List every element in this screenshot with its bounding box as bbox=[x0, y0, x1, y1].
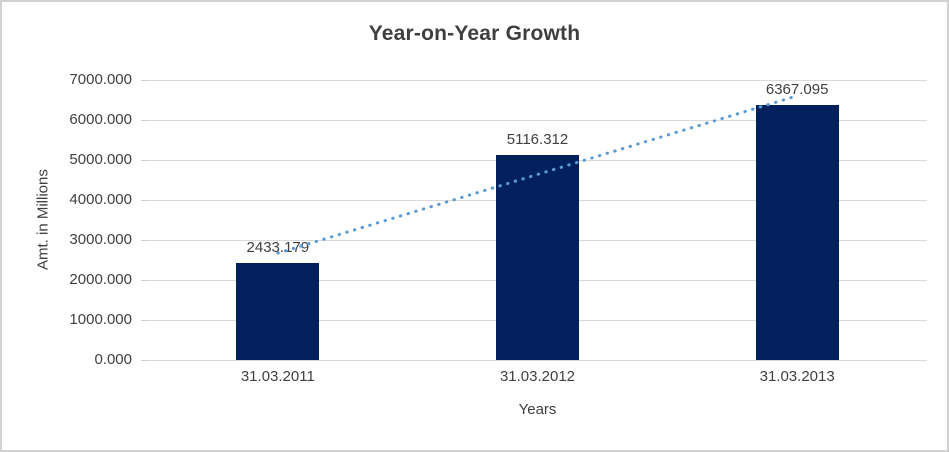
data-label: 6367.095 bbox=[765, 81, 829, 99]
x-axis-tick-label: 31.03.2013 bbox=[759, 368, 835, 385]
y-axis-tick bbox=[141, 199, 148, 201]
gridline bbox=[148, 359, 927, 361]
gridline bbox=[148, 79, 927, 81]
x-axis-title: Years bbox=[518, 401, 557, 418]
y-axis-tick-label: 5000.000 bbox=[69, 151, 132, 168]
bar-31.03.2013 bbox=[755, 105, 839, 360]
data-label: 5116.312 bbox=[506, 131, 569, 149]
y-axis-tick-label: 1000.000 bbox=[69, 311, 132, 328]
x-axis-tick-label: 31.03.2012 bbox=[499, 368, 576, 385]
y-axis-tick-labels: 0.000 1000.000 2000.000 3000.000 4000.000 500… bbox=[2, 71, 132, 368]
y-axis-tick-label: 0.000 bbox=[94, 351, 132, 368]
y-axis-tick bbox=[141, 79, 148, 81]
x-axis-tick-label: 31.03.2011 bbox=[240, 368, 315, 385]
y-axis-tick bbox=[141, 119, 148, 121]
data-label: 2433.179 bbox=[246, 238, 310, 256]
y-axis-tick-label: 3000.000 bbox=[69, 231, 132, 248]
trendline bbox=[276, 94, 799, 255]
bar-31.03.2012 bbox=[496, 155, 579, 360]
y-axis-tick bbox=[141, 279, 148, 281]
y-axis-tick-label: 6000.000 bbox=[69, 111, 132, 128]
x-axis-tick-labels: 31.03.2011 31.03.2012 31.03.2013 bbox=[148, 368, 927, 388]
bar-31.03.2011 bbox=[236, 262, 320, 360]
y-axis-tick bbox=[141, 359, 148, 361]
y-axis-tick bbox=[141, 159, 148, 161]
y-axis-tick-label: 4000.000 bbox=[69, 191, 132, 208]
plot-area: 2433.179 5116.312 6367.095 bbox=[141, 79, 927, 361]
y-axis-tick bbox=[141, 319, 148, 321]
gridline bbox=[148, 119, 927, 121]
y-axis-tick bbox=[141, 239, 148, 241]
y-axis-tick-label: 2000.000 bbox=[69, 271, 132, 288]
chart-title: Year-on-Year Growth bbox=[368, 22, 581, 45]
y-axis-tick-label: 7000.000 bbox=[69, 71, 132, 88]
